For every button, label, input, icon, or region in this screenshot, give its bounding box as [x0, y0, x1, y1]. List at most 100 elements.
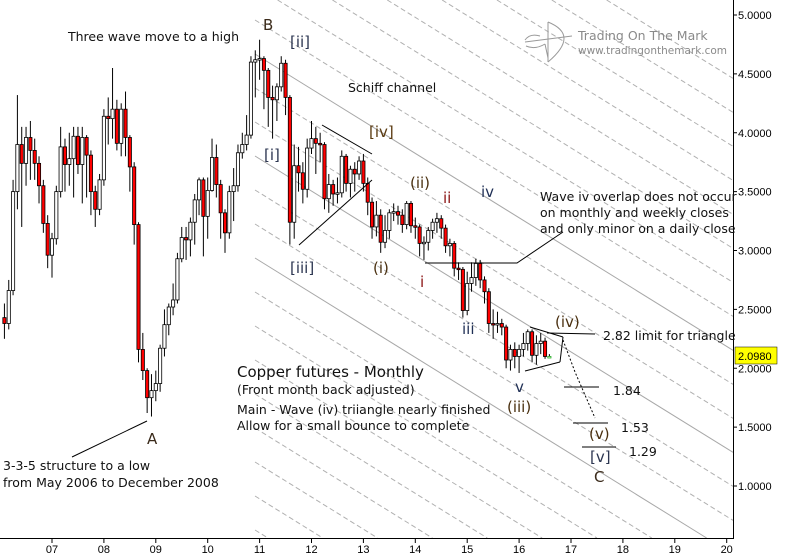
y-tick-label: 2.0000: [738, 363, 772, 375]
x-tick-label: 13: [357, 544, 369, 556]
candle-body: [469, 277, 474, 284]
candle: [93, 185, 98, 227]
x-tick-label: 16: [513, 544, 525, 556]
candle-body: [292, 165, 297, 223]
candle-body: [331, 184, 336, 195]
x-tick-label: 17: [565, 544, 577, 556]
candle: [162, 309, 167, 357]
candle: [543, 337, 548, 359]
candle-body: [456, 267, 461, 271]
candle-body: [370, 201, 375, 228]
candle: [257, 39, 262, 80]
channel-line: [254, 495, 324, 539]
candle-body: [205, 190, 210, 217]
triangle-iv-upper: [321, 124, 373, 155]
candle: [127, 135, 132, 192]
y-tick-label: 4.5000: [738, 69, 772, 81]
triangle-lower: [524, 361, 561, 372]
candle-body: [339, 155, 344, 194]
candle-body: [344, 155, 349, 184]
candle-body: [309, 138, 314, 149]
y-tick-label: 1.0000: [738, 481, 772, 493]
candle-body: [352, 168, 357, 175]
a-pointer-line: [71, 420, 148, 458]
y-tick-label: 4.0000: [738, 128, 772, 140]
candle: [218, 179, 223, 239]
candle-body: [517, 349, 522, 357]
candle: [24, 126, 29, 186]
candle: [153, 370, 158, 402]
candle-body: [158, 347, 163, 384]
y-tick-label: 5.0000: [738, 10, 772, 22]
candle: [378, 209, 383, 253]
candle-body: [465, 283, 470, 311]
candles: [2, 39, 552, 417]
candle: [348, 165, 353, 198]
candle-body: [210, 157, 215, 191]
channel-line: [254, 461, 378, 539]
candle: [231, 168, 236, 222]
candle: [413, 217, 418, 239]
candle: [110, 67, 115, 139]
candle: [357, 156, 362, 180]
candle-body: [253, 59, 258, 63]
wave-label-m-iv: iv: [481, 183, 494, 201]
candle: [460, 266, 465, 318]
x-tick-label: 14: [409, 544, 421, 556]
candle: [149, 374, 154, 417]
candle-body: [140, 349, 145, 372]
limit-282-line: [546, 332, 596, 335]
candle-body: [45, 223, 50, 256]
candle: [45, 215, 50, 269]
overlap-note-1: Wave iv overlap does not occur: [540, 189, 738, 204]
channel-line: [254, 427, 433, 539]
candle-body: [6, 290, 11, 324]
target-129-label: 1.29: [629, 444, 657, 459]
candle: [41, 179, 46, 233]
candle: [205, 177, 210, 239]
candle-body: [175, 258, 180, 301]
candle: [136, 222, 141, 363]
candle: [344, 153, 349, 192]
candle-body: [231, 185, 236, 193]
candle-body: [478, 263, 483, 281]
candle: [2, 303, 7, 339]
candle: [97, 173, 102, 216]
schiff-channel-label: Schiff channel: [348, 80, 436, 95]
candle: [261, 56, 266, 110]
wave-label-p-v: [v]: [590, 448, 611, 466]
candle-body: [504, 326, 509, 361]
candle: [179, 226, 184, 263]
candle-body: [279, 62, 284, 88]
projection-dotted-path: [562, 339, 596, 419]
wave-label-p-iii: [iii]: [290, 259, 314, 277]
wave-labels: B A C [ii] [i] [iii] [iv] [v] (i) (ii) (…: [147, 16, 611, 486]
channel-line: [254, 529, 269, 539]
candle: [521, 332, 526, 357]
candle: [439, 215, 444, 239]
candle-body: [114, 108, 119, 144]
candle: [430, 218, 435, 239]
candle-body: [274, 86, 279, 101]
candle: [339, 150, 344, 198]
candle-body: [348, 168, 353, 184]
channel-line: [254, 291, 653, 539]
candle-body: [473, 263, 478, 278]
candle: [443, 224, 448, 253]
x-tick-label: 09: [150, 544, 162, 556]
candle-body: [283, 62, 288, 98]
candle: [408, 201, 413, 233]
wave-label-c: C: [594, 468, 604, 486]
candle: [400, 209, 405, 233]
candle: [534, 335, 539, 365]
candle-body: [318, 142, 323, 146]
wave-label-p-i: [i]: [264, 146, 280, 164]
candle: [67, 132, 72, 186]
candle-body: [495, 323, 500, 326]
target-153-label: 1.53: [621, 420, 649, 435]
y-tick-label: 1.5000: [738, 422, 772, 434]
candle: [119, 103, 124, 157]
candle-body: [58, 146, 63, 193]
logo-url: www.tradingonthemark.com: [578, 45, 727, 57]
candle-body: [50, 238, 55, 256]
